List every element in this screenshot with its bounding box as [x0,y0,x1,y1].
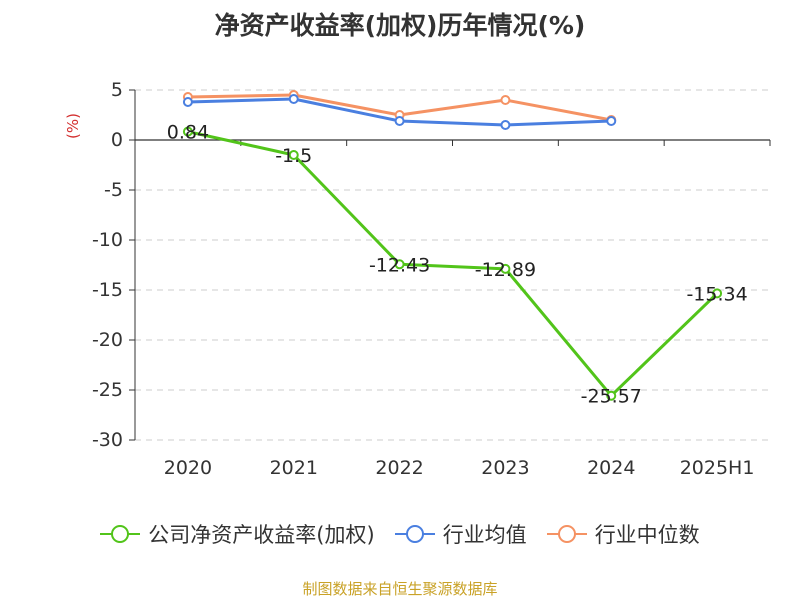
y-tick-label: -25 [92,379,123,401]
x-tick-label: 2020 [164,457,212,479]
data-label: -25.57 [581,386,642,408]
legend-item-company[interactable]: 公司净资产收益率(加权) [100,519,375,549]
data-label: 0.84 [167,122,209,144]
data-label: -12.43 [369,254,430,276]
data-label: -1.5 [275,145,312,167]
data-point [712,288,723,299]
y-tick-label: 0 [111,129,123,151]
legend-label: 行业中位数 [594,523,700,547]
y-tick-label: -15 [92,279,123,301]
chart-title: 净资产收益率(加权)历年情况(%) [214,11,586,40]
data-point [182,126,193,137]
data-label: -15.34 [686,283,747,305]
x-tick-label: 2024 [587,457,635,479]
y-axis-unit-label: (%) [64,113,82,139]
legend-marker-icon [394,524,435,544]
y-tick-label: -10 [92,229,123,251]
data-point [288,94,299,104]
x-tick-label: 2021 [270,457,318,479]
series-line [187,130,719,398]
data-point [500,120,511,130]
legend-item-industry-median[interactable]: 行业中位数 [546,519,700,549]
legend-marker-icon [546,524,587,544]
legend-label: 公司净资产收益率(加权) [148,523,375,547]
legend-label: 行业均值 [442,523,527,547]
data-point [394,116,405,126]
data-point [288,150,299,160]
data-label: -12.89 [475,259,536,281]
legend-marker-icon [100,524,141,544]
x-tick-label: 2022 [375,457,423,479]
y-tick-label: 5 [111,79,123,101]
data-source-note: 制图数据来自恒生聚源数据库 [302,580,498,598]
y-tick-label: -30 [92,429,123,451]
data-point [182,97,193,107]
x-tick-label: 2023 [481,457,529,479]
y-tick-label: -20 [92,329,123,351]
y-tick-label: -5 [104,179,123,201]
data-point [500,95,511,105]
data-point [394,259,405,270]
data-point [606,390,617,401]
chart-legend: 公司净资产收益率(加权) 行业均值 行业中位数 [0,519,800,549]
data-point [606,116,617,126]
legend-item-industry-mean[interactable]: 行业均值 [394,519,527,549]
x-tick-label: 2025H1 [680,457,755,479]
data-point [500,263,511,274]
